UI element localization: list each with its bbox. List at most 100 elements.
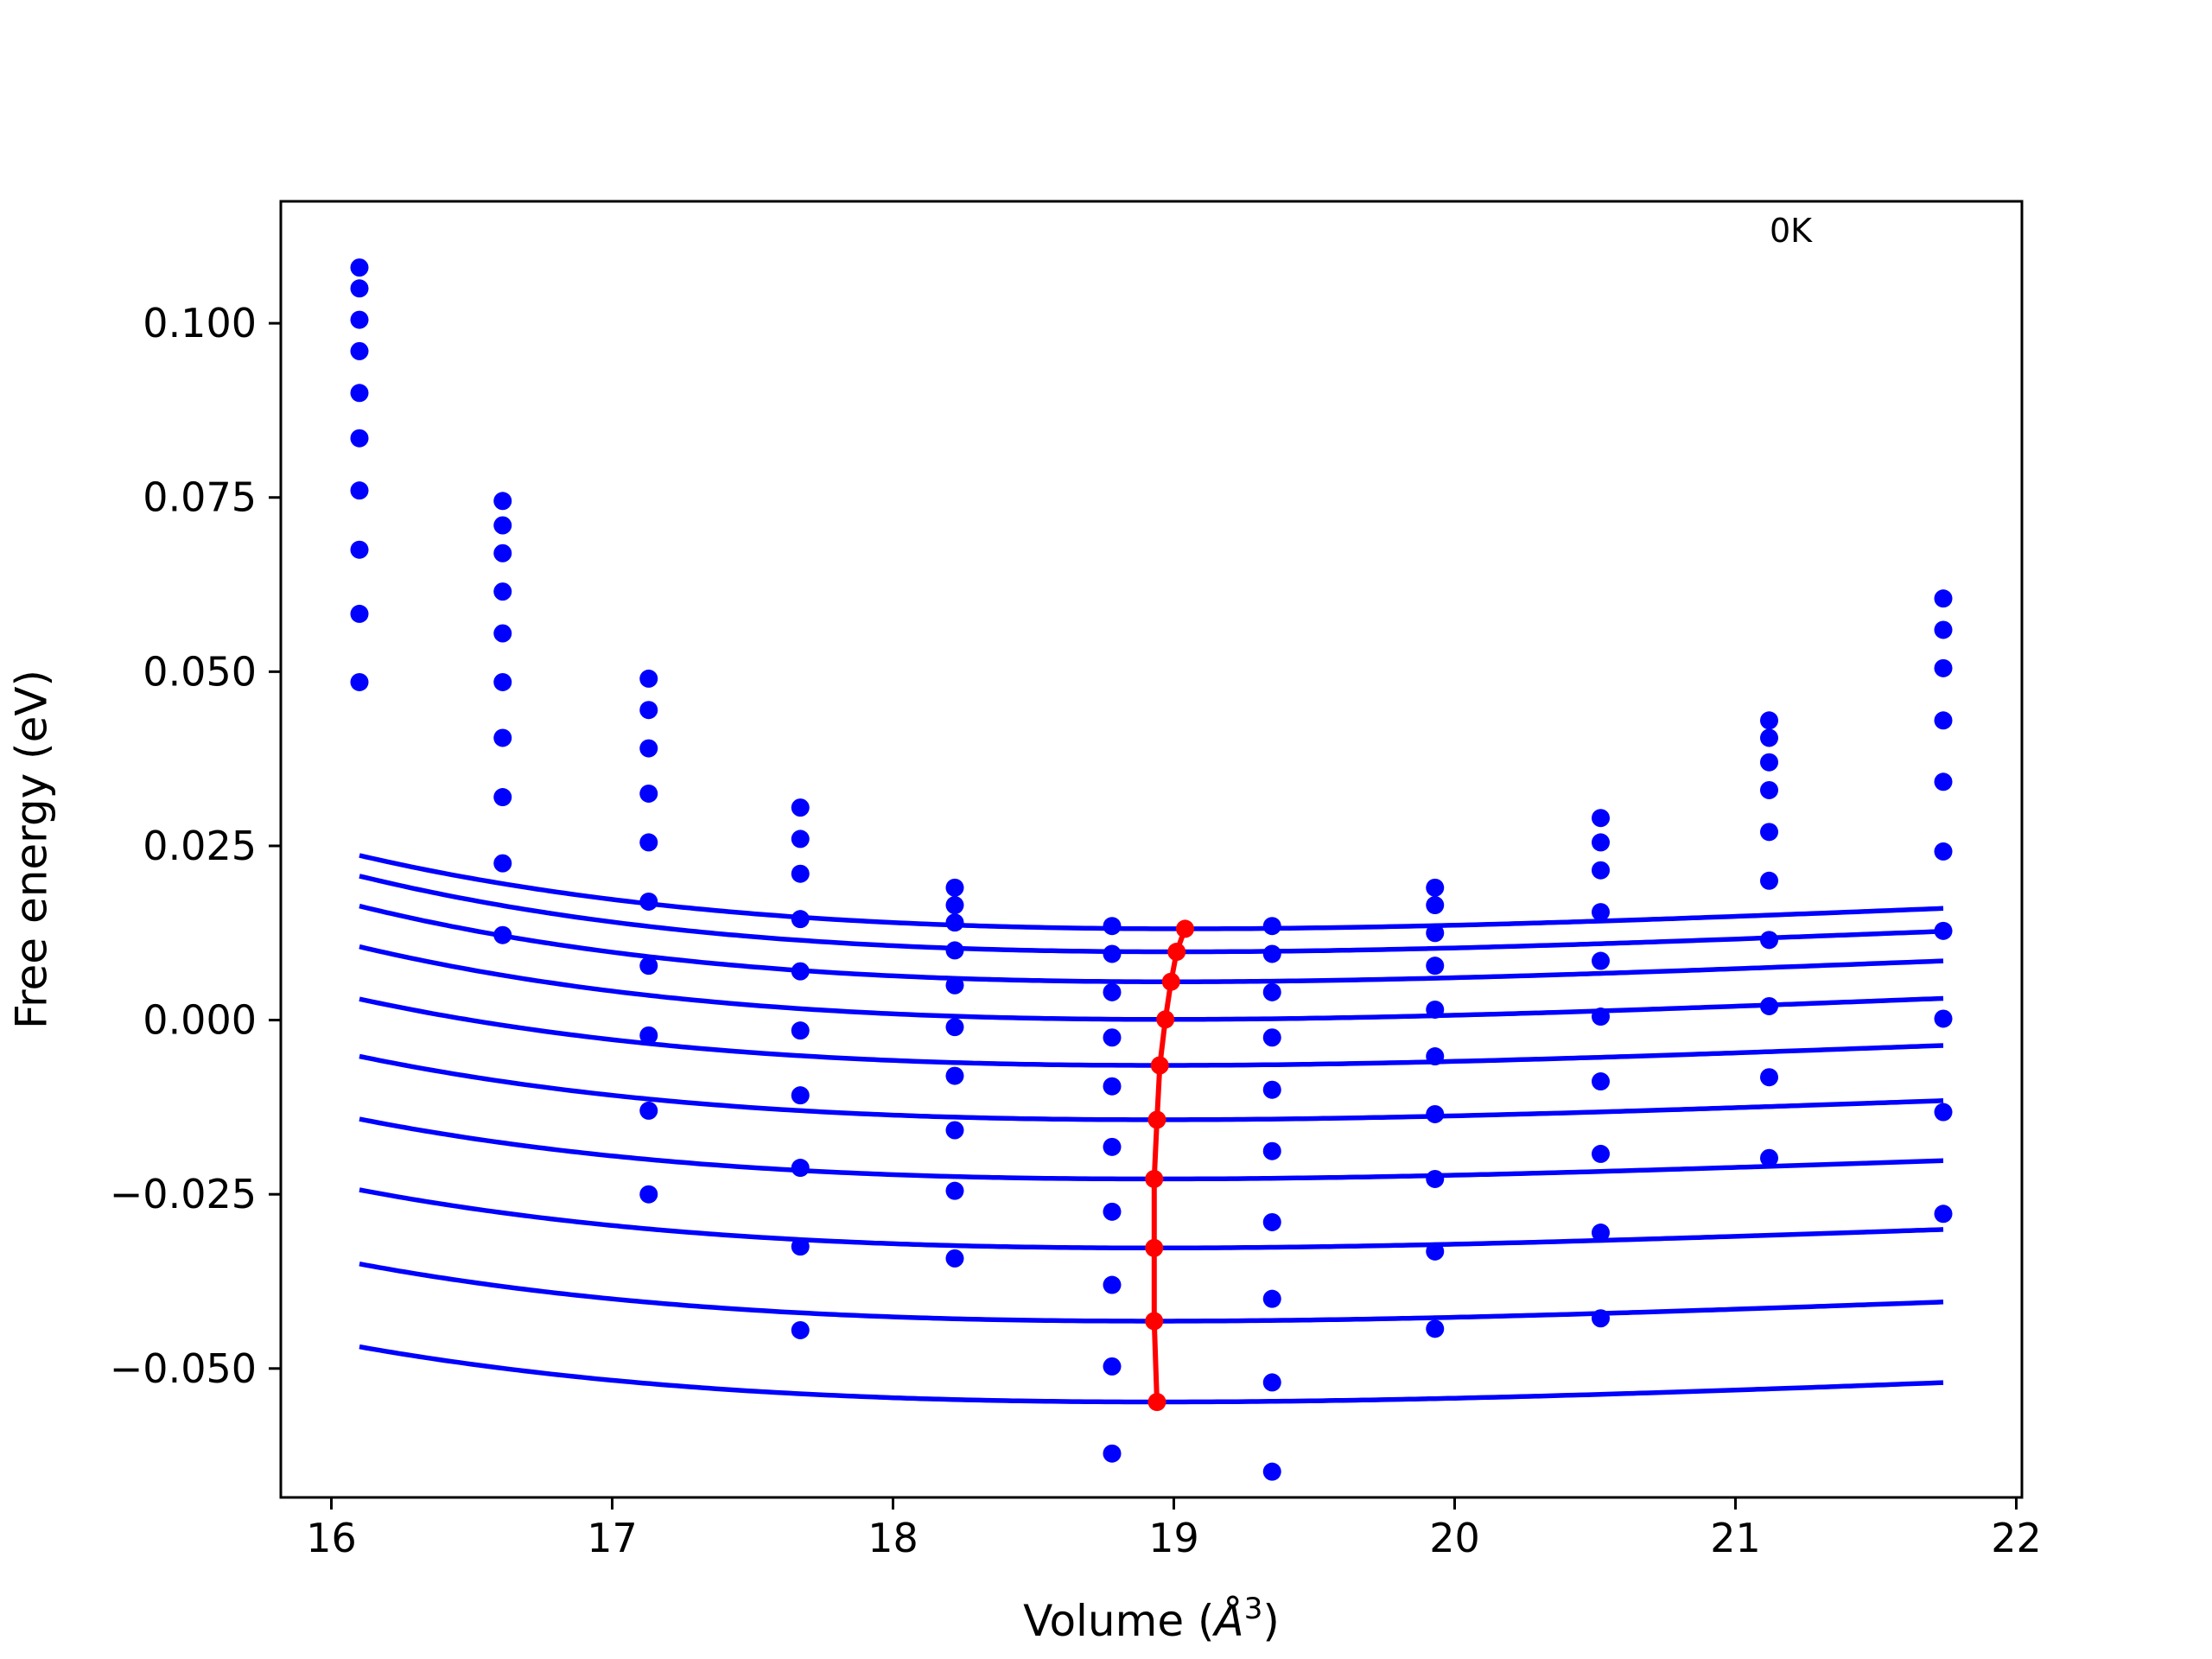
minimum-point [1156,1010,1175,1029]
axes-frame [279,200,2024,1499]
data-point [639,739,658,758]
data-point [639,957,658,976]
data-point [639,1185,658,1204]
data-point [350,672,369,691]
data-point [1262,1373,1281,1392]
data-point [639,892,658,911]
data-point [1760,931,1778,950]
data-point [1592,951,1610,970]
data-point [1262,1141,1281,1160]
data-point [639,669,658,688]
data-point [1592,1224,1610,1243]
data-point [1934,921,1953,940]
x-tick-label: 20 [1429,1515,1480,1561]
data-point [1262,1212,1281,1231]
temperature-annotation: 0K [1770,212,1813,250]
data-point [493,925,512,944]
minimum-point [1167,943,1186,962]
data-point [791,1159,810,1178]
data-point [493,492,512,511]
data-point [1934,1205,1953,1224]
data-point [493,854,512,873]
y-tick-label: 0.000 [143,997,257,1044]
data-point [1426,896,1445,915]
data-point [1426,1169,1445,1188]
data-point [791,1237,810,1256]
data-point [1760,1148,1778,1167]
data-point [1262,1028,1281,1047]
data-point [945,878,964,897]
data-point [1760,711,1778,730]
data-point [1934,658,1953,677]
data-point [639,1026,658,1045]
data-point [350,310,369,329]
x-tick-label: 21 [1710,1515,1761,1561]
data-point [945,1018,964,1037]
minimum-point [1147,1393,1166,1412]
data-point [639,701,658,720]
fit-curve [359,944,1944,1022]
fit-curve [359,874,1944,955]
data-point [1760,780,1778,799]
data-point [791,864,810,883]
data-point [1592,1309,1610,1328]
data-point [1262,982,1281,1001]
data-point [493,788,512,807]
data-point [639,833,658,852]
plot-area [350,258,1953,1481]
data-point [1592,1072,1610,1091]
data-point [945,896,964,915]
data-point [1934,842,1953,861]
data-point [493,582,512,601]
minimum-point [1145,1238,1164,1257]
data-point [350,384,369,403]
y-tick-label: 0.050 [143,648,257,695]
x-axis-label: Volume (Å3) [1023,1592,1280,1646]
data-point [1426,878,1445,897]
data-point [1934,1103,1953,1122]
data-point [1592,903,1610,922]
data-point [1103,917,1122,936]
minimum-point [1150,1056,1169,1075]
data-point [1103,1077,1122,1096]
fit-curve [359,853,1944,931]
data-point [1934,589,1953,608]
y-tick-label: 0.100 [143,300,257,346]
data-point [945,913,964,932]
data-point [493,516,512,535]
minimum-point [1176,919,1194,938]
y-axis-label: Free energy (eV) [7,670,57,1029]
data-point [1592,809,1610,828]
y-tick-label: −0.050 [110,1345,257,1392]
y-tick-label: 0.025 [143,823,257,869]
data-point [1262,1080,1281,1099]
data-point [493,728,512,747]
data-point [1103,1202,1122,1221]
data-point [350,540,369,559]
data-point [1426,1047,1445,1066]
y-axis: 0.100 0.075 0.050 0.025 0.000 −0.025 −0.050 [110,300,281,1392]
data-point [1760,996,1778,1015]
data-point [1592,833,1610,852]
x-axis: 16 17 18 19 20 21 22 [306,1497,2042,1561]
data-point [945,1121,964,1140]
data-point [350,481,369,500]
data-point [493,624,512,643]
data-point [1103,982,1122,1001]
data-point [945,976,964,995]
minimum-point [1161,972,1180,991]
data-point [1103,1028,1122,1047]
data-point [791,1086,810,1105]
x-tick-label: 16 [306,1515,357,1561]
data-point [639,1101,658,1120]
data-point [1262,944,1281,963]
data-point [1760,823,1778,842]
data-point [1592,861,1610,880]
data-point [1592,1007,1610,1027]
data-point [493,543,512,563]
x-axis-label-unit: Å [1212,1596,1244,1646]
data-point [1426,924,1445,943]
data-point [945,1249,964,1268]
data-point [945,1181,964,1200]
